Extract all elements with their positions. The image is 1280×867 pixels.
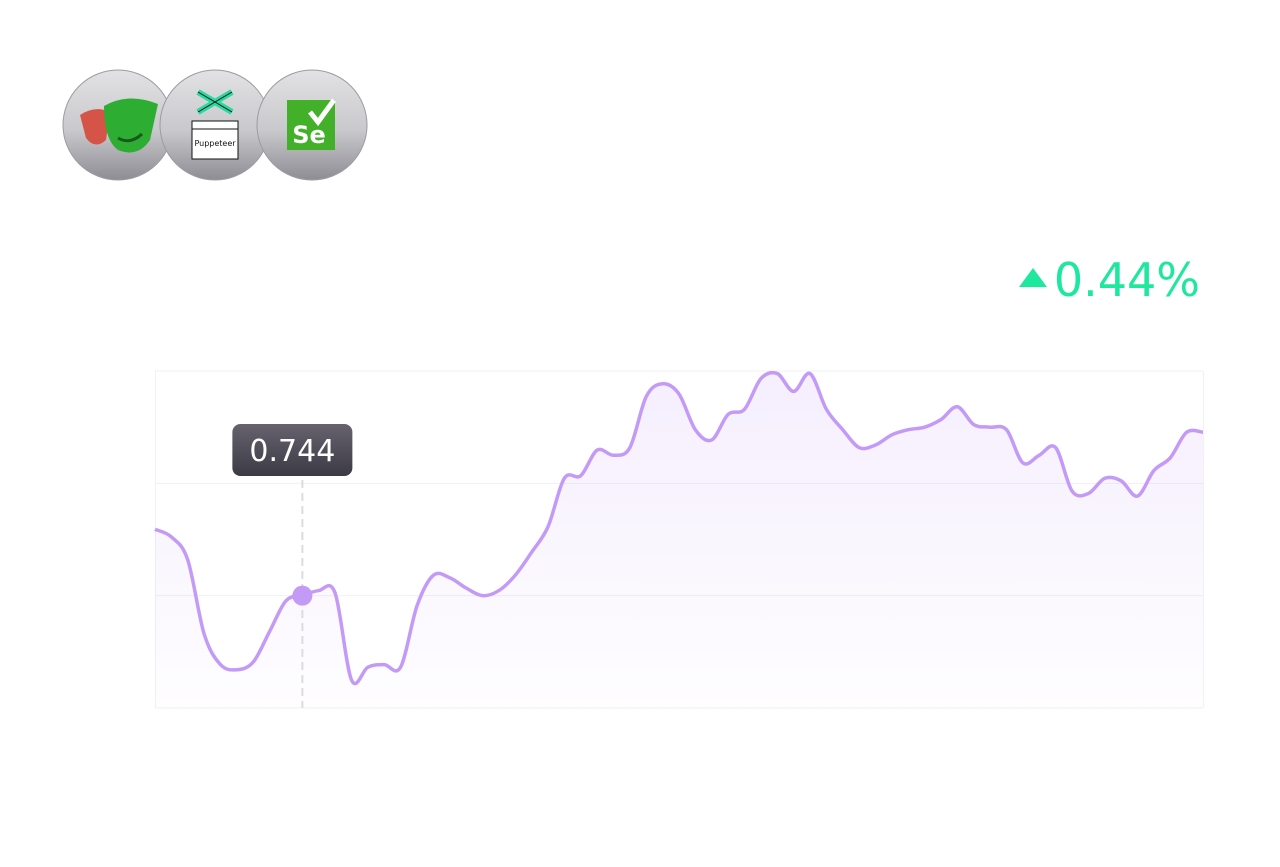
line (154, 370, 1204, 686)
change-value: 0.44% (1054, 253, 1200, 307)
area (155, 372, 1203, 708)
highlight-point (292, 585, 313, 606)
puppeteer-label: Puppeteer (194, 139, 236, 148)
mask-smile (117, 132, 144, 143)
selenium-check (308, 98, 337, 127)
change-arrow (1019, 268, 1047, 287)
tooltip-value: 0.744 (249, 434, 335, 469)
puppeteer-window (191, 120, 239, 160)
mask-red (80, 109, 110, 145)
plot: 0.744 (154, 370, 1204, 709)
tooltip (232, 424, 353, 476)
logos: Puppeteer Se (62, 69, 368, 181)
selenium-label: Se (292, 121, 326, 149)
puppeteer-cross-outline (197, 91, 233, 113)
